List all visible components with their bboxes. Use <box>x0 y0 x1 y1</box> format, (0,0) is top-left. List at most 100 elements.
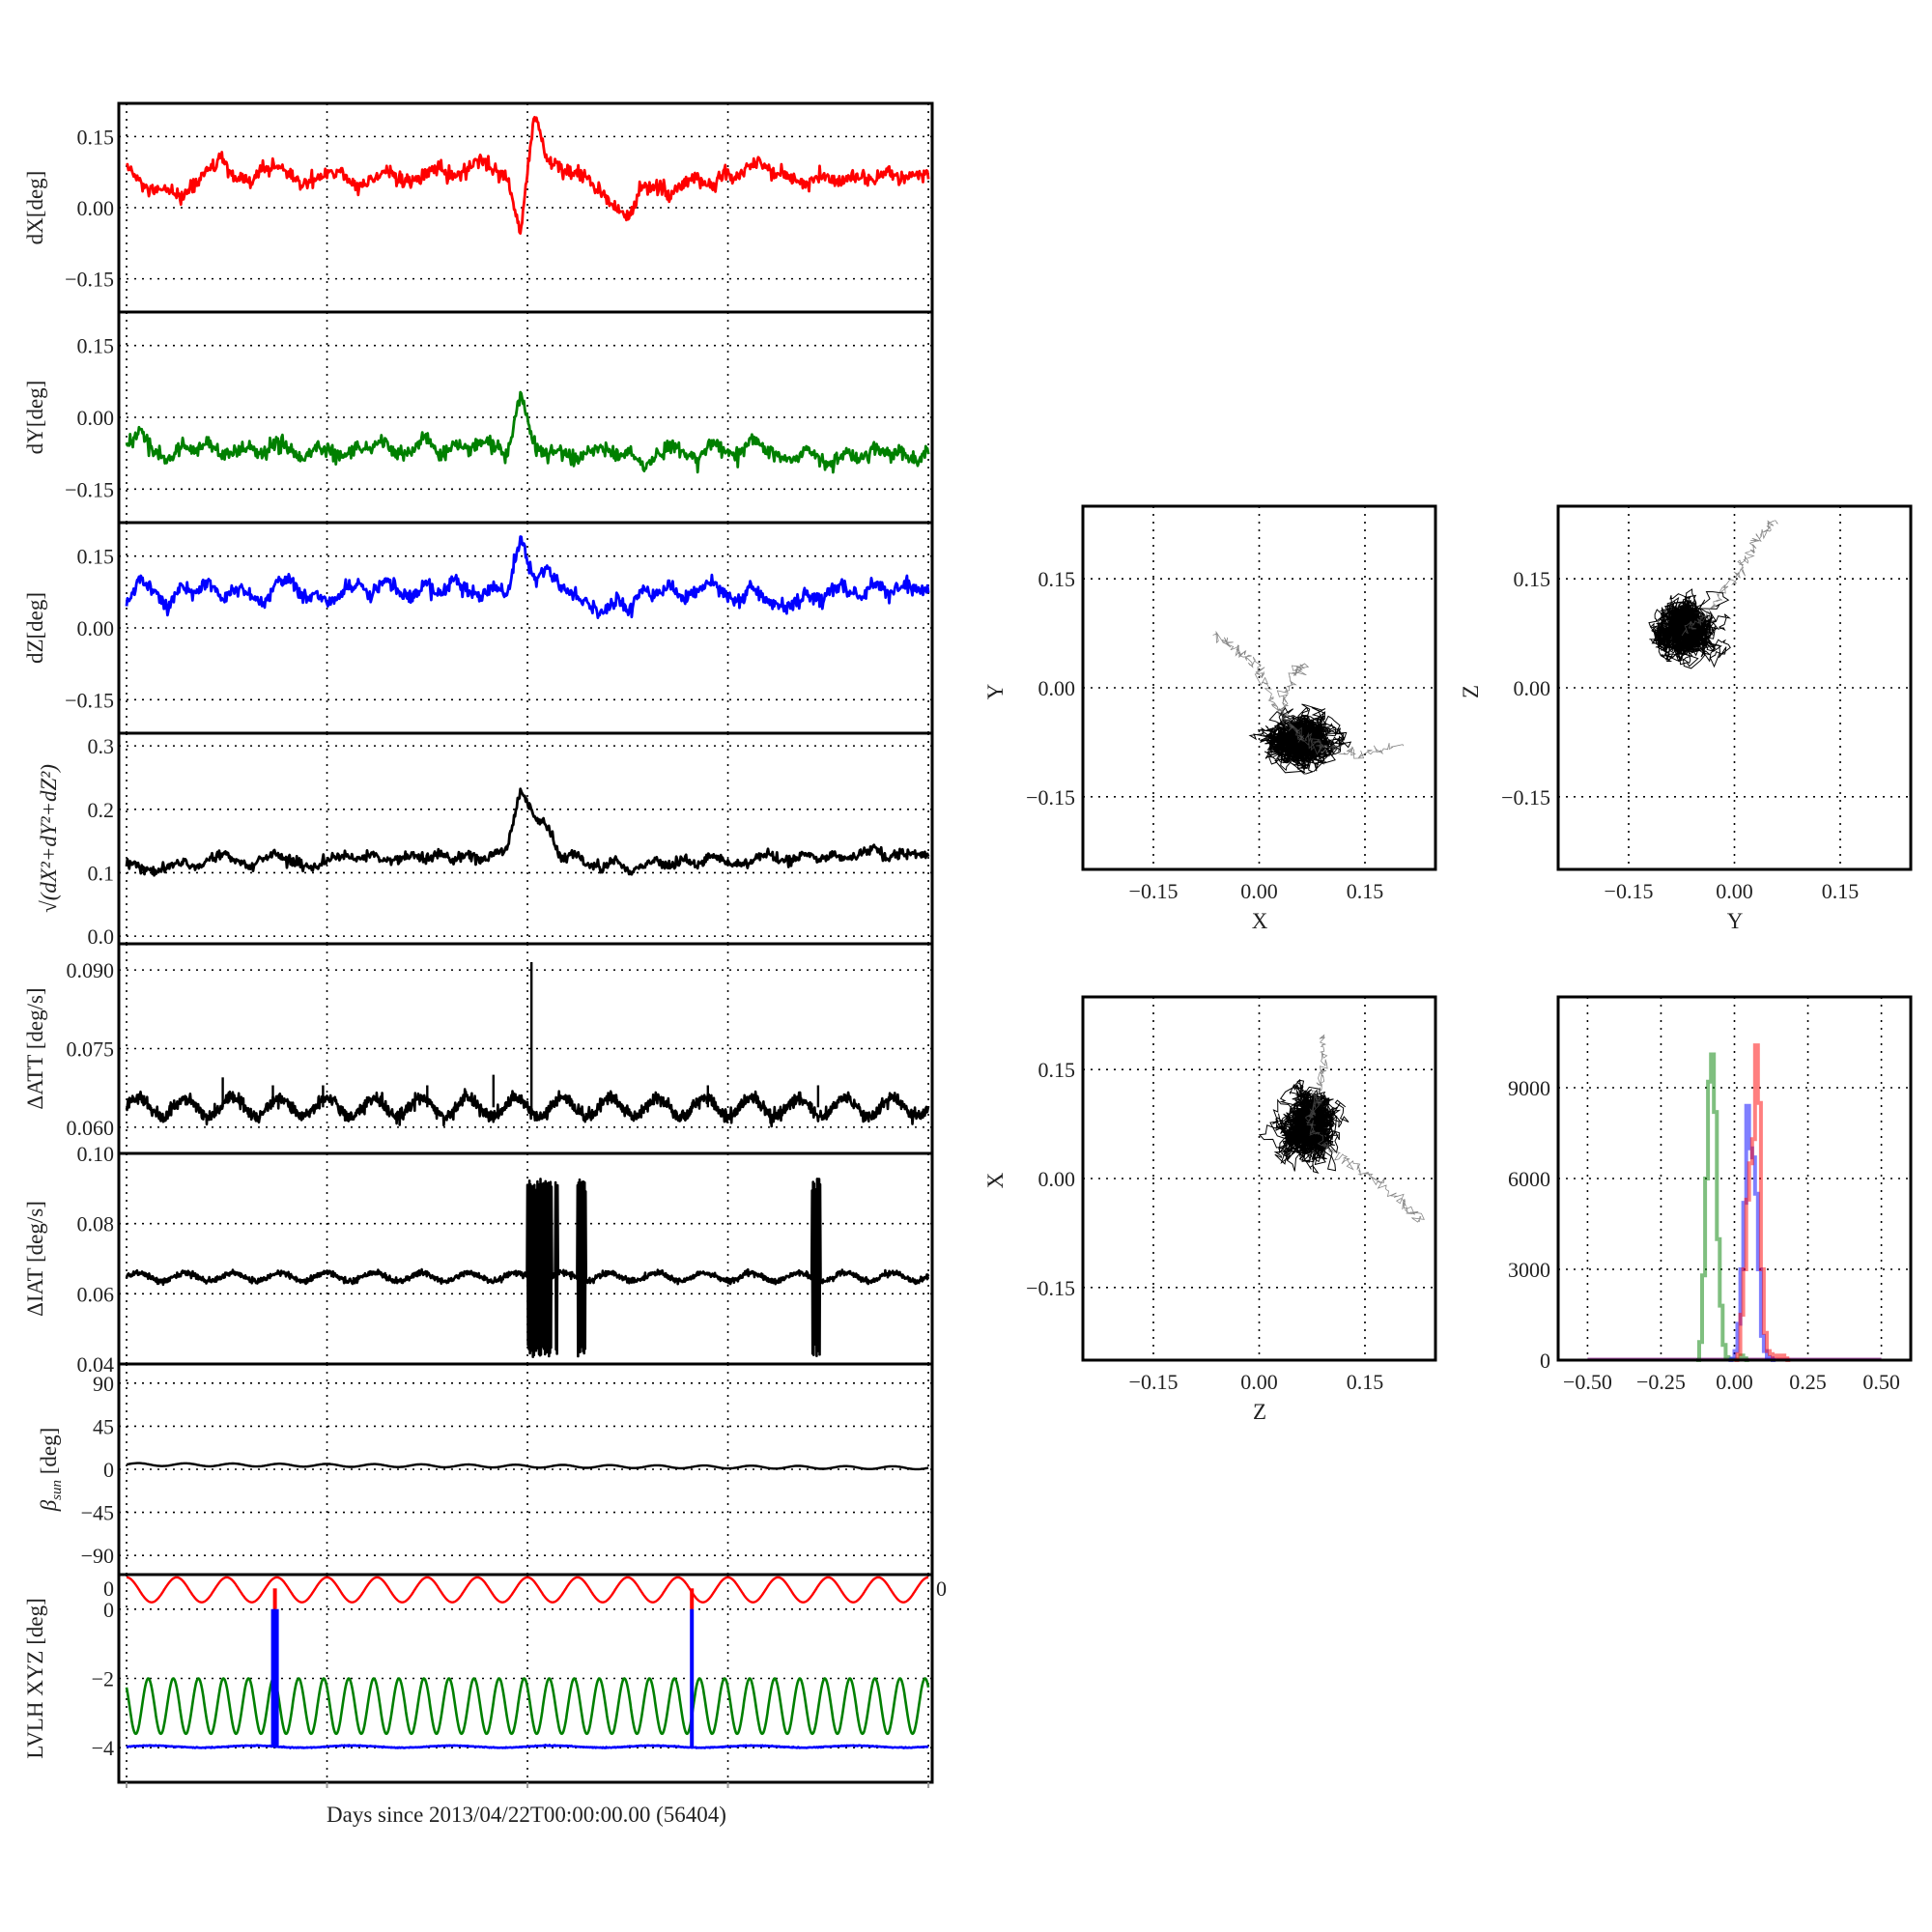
ytick-label: 0.04 <box>77 1352 115 1377</box>
ytick-label: 0.090 <box>67 958 115 982</box>
xtick-label: 0.00 <box>1240 1370 1278 1394</box>
ytick-label: 0.08 <box>77 1212 115 1236</box>
ytick-label: −2 <box>92 1667 114 1691</box>
ytick-label: 0.075 <box>67 1037 115 1062</box>
series-datt <box>125 1088 930 1128</box>
panel-scatter_xy: −0.15 −0.15 0.00 0.00 0.15 0.15 <box>1026 504 1437 903</box>
xtick-label: 0.15 <box>1347 1370 1384 1394</box>
ylabel-diat: ΔIAT [deg/s] <box>23 1201 47 1317</box>
ytick-label: 0.00 <box>1038 1167 1076 1191</box>
ytick-label: −45 <box>81 1501 114 1525</box>
panel-frame <box>1556 504 1913 871</box>
ytick-label: 0.15 <box>1514 567 1551 591</box>
ytick-label: −0.15 <box>65 688 114 712</box>
ytick-label: 0.15 <box>77 125 115 149</box>
panel-histogram: −0.50 −0.25 0.00 0.25 0.50 0 3000 6000 9000 <box>1508 995 1913 1394</box>
x-axis-label: Days since 2013/04/22T00:00:00.00 (56404… <box>327 1803 726 1827</box>
scatter-trail <box>1304 1034 1328 1126</box>
scatter-trail <box>1212 630 1304 743</box>
ylabel-mag: √(dX²+dY²+dZ²) <box>37 764 61 913</box>
ylabel-dZ: dZ[deg] <box>23 592 47 664</box>
ytick-label: 0.1 <box>88 861 115 885</box>
ytick-label: 0.00 <box>1038 676 1076 700</box>
scatter-trail <box>1276 663 1310 741</box>
xtick-label: −0.25 <box>1636 1370 1686 1394</box>
scatter-yz-xlabel: Y <box>1727 909 1744 933</box>
panel-scatter_yz: −0.15 −0.15 0.00 0.00 0.15 0.15 <box>1501 504 1913 903</box>
ytick-label: 45 <box>93 1414 114 1438</box>
ytick-label: −0.15 <box>1501 785 1550 810</box>
xtick-label: −0.15 <box>1605 879 1654 903</box>
ytick-label: 0.15 <box>77 545 115 569</box>
series-mag <box>125 787 930 877</box>
xtick-label: 0.25 <box>1789 1370 1827 1394</box>
panel-frame <box>1081 995 1437 1362</box>
xtick-label: 0.50 <box>1862 1370 1900 1394</box>
panel-frame <box>1556 995 1913 1362</box>
scatter-cloud <box>1648 588 1732 669</box>
xtick-label: −0.15 <box>1129 1370 1179 1394</box>
panel-diat: 0.10 0.08 0.06 0.04 ΔIAT [deg/s] <box>23 1142 934 1377</box>
ylabel-lvlh: LVLH XYZ [deg] <box>23 1598 47 1759</box>
series-dZ <box>125 535 930 619</box>
series-dX <box>125 116 930 236</box>
beta-symbol: β <box>37 1499 61 1512</box>
series-diat <box>125 1178 930 1358</box>
panel-frame <box>1081 504 1437 871</box>
ytick-label: −0.15 <box>1026 785 1075 810</box>
ytick-label: 0.00 <box>77 616 115 640</box>
beta-ylabel: βsun [deg] <box>37 1428 65 1513</box>
ytick-label: 0.15 <box>1038 1058 1076 1082</box>
xtick-label: 0.00 <box>1716 1370 1753 1394</box>
xtick-label: 0.00 <box>1716 879 1753 903</box>
ytick-label: −0.15 <box>65 268 114 292</box>
beta-unit: [deg] <box>37 1428 61 1480</box>
scatter-trail <box>1681 520 1779 637</box>
scatter-yz-ylabel: Z <box>1459 685 1483 698</box>
ytick-label: 0.10 <box>77 1142 115 1166</box>
xtick-label: 0.15 <box>1822 879 1860 903</box>
ytick-label: 6000 <box>1508 1167 1550 1191</box>
ylabel-dX: dX[deg] <box>23 171 47 245</box>
scatter-zx-xlabel: Z <box>1253 1400 1266 1424</box>
ytick-label: 0.2 <box>88 798 115 822</box>
series-lvlh-y <box>125 1677 930 1736</box>
ytick-label: 0.06 <box>77 1282 115 1306</box>
xtick-label: −0.50 <box>1563 1370 1612 1394</box>
ytick-label: 0.15 <box>77 334 115 358</box>
series-beta <box>126 1462 929 1471</box>
panel-dY: 0.15 0.00 −0.15 dY[deg] <box>23 310 934 525</box>
ytick-label: 0.3 <box>88 734 115 758</box>
lvlh-top-left-tick: 0 <box>103 1577 114 1601</box>
ytick-label: 0.00 <box>77 196 115 220</box>
xtick-label: −0.15 <box>1129 879 1179 903</box>
beta-sub: sun <box>49 1480 65 1500</box>
scatter-trail <box>1297 731 1405 759</box>
ytick-label: 0.00 <box>77 406 115 430</box>
ytick-label: 0 <box>103 1458 114 1482</box>
panel-mag: 0.3 0.2 0.1 0.0 √(dX²+dY²+dZ²) <box>37 731 934 949</box>
panel-frame <box>117 1573 934 1784</box>
ytick-label: 0.15 <box>1038 567 1076 591</box>
ytick-label: 0 <box>103 1598 114 1622</box>
scatter-cloud <box>1258 1078 1350 1174</box>
xtick-label: 0.15 <box>1347 879 1384 903</box>
panel-lvlh: 0 −2 −4 LVLH XYZ [deg] <box>23 1573 934 1784</box>
series-dY <box>125 390 930 474</box>
ytick-label: 9000 <box>1508 1076 1550 1100</box>
ytick-label: 3000 <box>1508 1258 1550 1282</box>
scatter-zx-ylabel: X <box>983 1172 1008 1188</box>
panel-dZ: 0.15 0.00 −0.15 dZ[deg] <box>23 521 934 735</box>
hist-dX <box>1734 1043 1791 1362</box>
xtick-label: 0.00 <box>1240 879 1278 903</box>
series-lvlh-z <box>126 1744 929 1749</box>
hist-dY <box>1695 1052 1749 1362</box>
ytick-label: 0.060 <box>67 1116 115 1140</box>
ytick-label: 0 <box>1540 1349 1550 1373</box>
series-lvlh-x <box>126 1576 929 1604</box>
ytick-label: 90 <box>93 1372 114 1396</box>
ylabel-datt: ΔATT [deg/s] <box>23 987 47 1109</box>
lvlh-top-right-tick: 0 <box>936 1577 947 1601</box>
panel-scatter_zx: −0.15 −0.15 0.00 0.00 0.15 0.15 <box>1026 995 1437 1394</box>
